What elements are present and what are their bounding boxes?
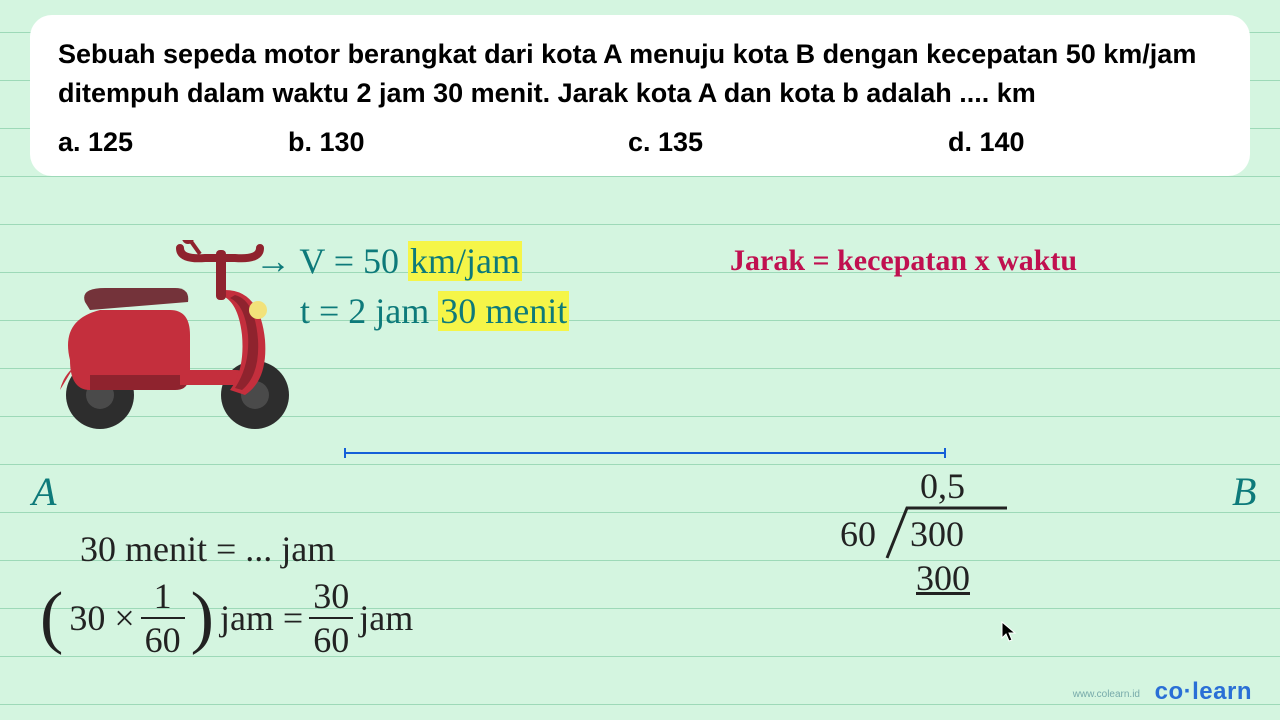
v-highlight: km/jam bbox=[408, 241, 522, 281]
frac2-den: 60 bbox=[309, 619, 353, 661]
thirty-x: 30 × bbox=[69, 597, 134, 639]
label-point-b: B bbox=[1232, 468, 1256, 515]
fraction-30-60: 30 60 bbox=[309, 575, 353, 661]
answer-b: b. 130 bbox=[288, 127, 628, 158]
note-fraction-eq: ( 30 × 1 60 ) jam = 30 60 jam bbox=[40, 575, 413, 661]
label-point-a: A bbox=[32, 468, 56, 515]
logo-pre: co bbox=[1155, 678, 1184, 705]
fraction-1-60: 1 60 bbox=[141, 575, 185, 661]
question-card: Sebuah sepeda motor berangkat dari kota … bbox=[30, 15, 1250, 176]
paren-open: ( bbox=[40, 597, 63, 639]
jam-equals: jam = bbox=[220, 597, 303, 639]
answer-d: d. 140 bbox=[948, 127, 1222, 158]
brand-url: www.colearn.id bbox=[1073, 689, 1140, 700]
paren-close: ) bbox=[191, 597, 214, 639]
t-highlight: 30 menit bbox=[438, 291, 569, 331]
note-conversion: 30 menit = ... jam bbox=[80, 528, 335, 570]
cursor-icon bbox=[1000, 620, 1018, 642]
answer-c: c. 135 bbox=[628, 127, 948, 158]
brand-logo: co·learn bbox=[1155, 678, 1252, 706]
answer-row: a. 125 b. 130 c. 135 d. 140 bbox=[58, 127, 1222, 158]
t-prefix: t = 2 jam bbox=[300, 291, 438, 331]
div-result: 0,5 bbox=[920, 465, 965, 507]
note-time: t = 2 jam 30 menit bbox=[300, 290, 569, 332]
jam2: jam bbox=[359, 597, 413, 639]
div-sub: 300 bbox=[916, 557, 970, 599]
frac2-num: 30 bbox=[309, 575, 353, 619]
number-line bbox=[40, 448, 1250, 458]
div-divisor: 60 bbox=[840, 513, 876, 555]
answer-a: a. 125 bbox=[58, 127, 288, 158]
frac1-num: 1 bbox=[141, 575, 185, 619]
scooter-icon bbox=[30, 240, 310, 430]
note-formula: Jarak = kecepatan x waktu bbox=[730, 244, 1077, 278]
v-prefix: V = 50 bbox=[299, 241, 408, 281]
logo-dot: · bbox=[1184, 678, 1193, 705]
division-bracket-icon bbox=[882, 503, 1012, 563]
question-text: Sebuah sepeda motor berangkat dari kota … bbox=[58, 35, 1222, 113]
logo-post: learn bbox=[1192, 678, 1252, 705]
frac1-den: 60 bbox=[141, 619, 185, 661]
